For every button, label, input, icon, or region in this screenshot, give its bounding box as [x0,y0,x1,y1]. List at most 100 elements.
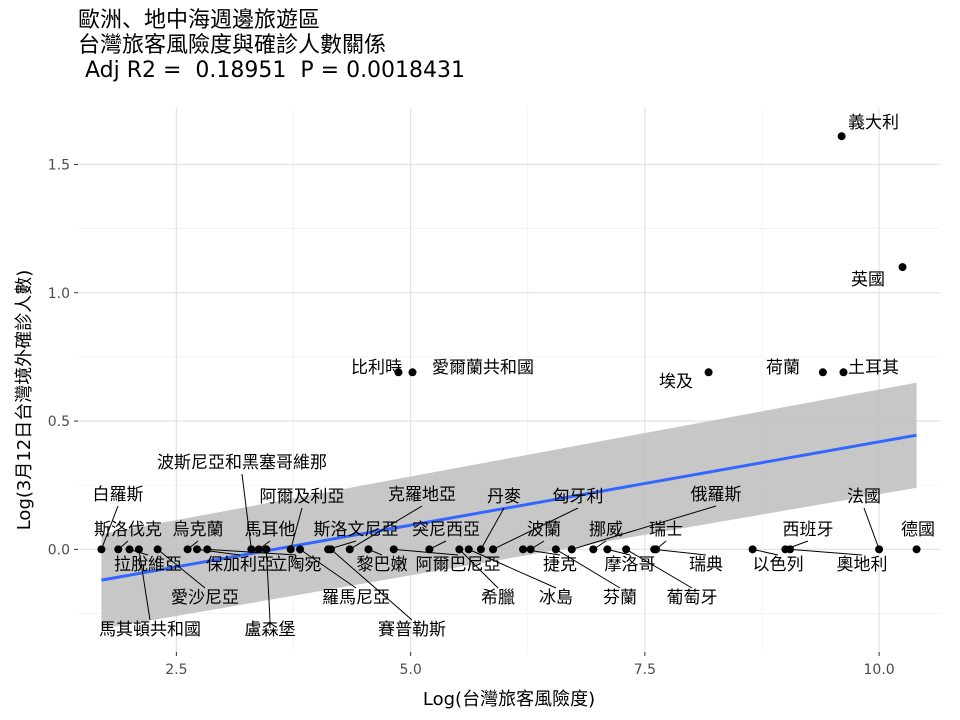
scatter-point [786,545,795,554]
scatter-point [898,263,907,272]
point-label: 克羅地亞 [388,485,456,505]
scatter-point [389,545,398,554]
x-tick-label: 10.0 [864,662,895,678]
scatter-point [455,545,464,554]
scatter-point [97,545,106,554]
chart-title-line-3: Adj R2 = 0.18951 P = 0.0018431 [78,58,466,83]
label-leader [752,548,779,556]
regression-line [101,433,917,582]
y-axis-title: Log(3月12日台灣境外確診人數) [14,270,35,531]
point-label: 立陶宛 [271,555,322,575]
point-label: 賽普勒斯 [378,619,446,640]
point-label: 阿爾及利亞 [260,487,345,507]
label-leader [625,548,693,589]
scatter-point [192,545,201,554]
point-label: 西班牙 [783,520,834,540]
scatter-point [476,545,485,554]
scatter-point [603,545,612,554]
point-label: 埃及 [659,372,693,392]
y-tick-label: 0.0 [48,542,70,558]
point-label: 馬其頓共和國 [99,620,201,640]
point-label: 愛爾蘭共和國 [432,358,534,378]
scatter-point [622,545,631,554]
label-leader [555,548,621,589]
label-leader [480,507,505,550]
scatter-point [326,545,335,554]
point-label: 斯洛文尼亞 [314,520,399,540]
scatter-point [818,368,827,377]
point-label: 波蘭 [527,520,561,540]
x-tick-label: 5.0 [399,662,421,678]
point-label: 愛沙尼亞 [171,588,239,608]
scatter-point [567,545,576,554]
scatter-point [875,545,884,554]
chart-title: 歐洲、地中海週邊旅遊區 台灣旅客風險度與確診人數關係 Adj R2 = 0.18… [78,8,465,83]
label-leader [863,507,880,550]
point-label: 挪威 [589,520,623,540]
confidence-band-area [101,382,917,629]
chart-title-line-1: 歐洲、地中海週邊旅遊區 [78,8,321,33]
scatter-point [748,545,757,554]
point-label: 瑞典 [689,555,723,575]
scatter-point [345,545,354,554]
label-leader [654,548,707,556]
scatter-point [183,545,192,554]
label-leader [138,549,151,621]
scatter-point [650,545,659,554]
point-label: 土耳其 [848,358,899,378]
label-leader [458,549,499,589]
point-label: 斯洛伐克 [94,520,162,540]
point-label: 阿爾巴尼亞 [416,555,501,575]
point-label: 匈牙利 [553,487,604,507]
label-leader [290,507,303,550]
scatter-point [114,545,123,554]
scatter-point [839,368,848,377]
scatter-point [286,545,295,554]
scatter-point [551,545,560,554]
x-tick-label: 2.5 [165,662,187,678]
point-label: 盧森堡 [245,620,296,640]
point-label: 保加利亞 [206,555,274,575]
scatter-point [589,545,598,554]
scatter-point [489,545,498,554]
label-leader [330,548,413,621]
data-points [97,132,921,554]
label-leader [571,505,717,550]
scatter-point [153,545,162,554]
point-label: 荷蘭 [766,358,800,378]
label-leader [468,548,557,589]
scatter-point [364,545,373,554]
point-label: 俄羅斯 [691,485,742,505]
point-label: 烏克蘭 [173,520,224,540]
scatter-point [425,545,434,554]
point-label: 冰島 [539,588,573,608]
scatter-point [704,368,713,377]
label-leader [790,548,863,556]
scatter-point [296,545,305,554]
y-tick-label: 1.0 [48,286,70,302]
point-label: 捷克 [543,555,577,575]
point-label: 瑞士 [649,520,683,540]
point-label: 法國 [847,487,881,507]
label-leader [265,549,271,621]
point-label: 黎巴嫩 [357,555,408,575]
point-label: 義大利 [848,113,899,133]
y-tick-label: 0.5 [48,414,70,430]
y-tick-label: 1.5 [48,157,70,173]
point-label: 芬蘭 [603,588,637,608]
label-leader [349,505,423,550]
x-tick-label: 7.5 [634,662,656,678]
point-label: 白羅斯 [93,485,144,505]
scatter-point [262,545,271,554]
scatter-point [837,132,846,141]
point-label: 波斯尼亞和黑塞哥維那 [157,453,327,473]
scatter-point [247,545,256,554]
scatter-point [912,545,921,554]
point-label: 丹麥 [487,487,521,507]
label-leader [241,473,252,550]
label-leader [393,548,459,556]
scatter-point [134,545,143,554]
label-leader [492,507,579,550]
label-leader [100,505,119,550]
